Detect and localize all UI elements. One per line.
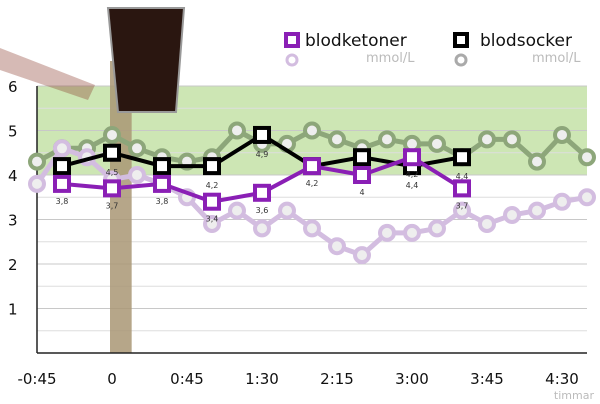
series-point-square	[203, 192, 221, 211]
x-tick-label: 1:30	[245, 370, 279, 388]
data-label: 3,8	[156, 197, 169, 206]
series-point-square	[53, 157, 71, 176]
series-point-circle	[28, 152, 46, 171]
legend-sugar-label: blodsocker	[480, 31, 572, 51]
series-point-circle	[328, 130, 346, 149]
legend-unit-ketone: mmol/L	[366, 51, 415, 66]
series-point-square	[153, 157, 171, 176]
series-point-square	[153, 174, 171, 193]
legend-ketone-label: blodketoner	[305, 31, 407, 51]
series-point-circle	[53, 139, 71, 158]
series-point-circle	[503, 206, 521, 225]
series-point-circle	[228, 121, 246, 140]
legend-faded-sugar-marker	[454, 53, 468, 67]
series-point-square	[403, 148, 421, 167]
x-tick-label: 3:45	[470, 370, 504, 388]
series-point-circle	[278, 201, 296, 220]
data-label: 4,4	[456, 172, 469, 181]
legend-faded-ketone-marker	[285, 53, 299, 67]
y-tick-label: 5	[8, 123, 18, 141]
series-point-circle	[28, 174, 46, 193]
series-point-square	[253, 125, 271, 144]
series-point-circle	[378, 130, 396, 149]
series-point-square	[303, 157, 321, 176]
watermark: timmar	[553, 389, 594, 402]
series-point-circle	[553, 125, 571, 144]
data-label: 4,9	[256, 150, 269, 159]
series-point-circle	[378, 223, 396, 242]
series-point-circle	[303, 121, 321, 140]
series-point-circle	[203, 214, 221, 233]
series-point-circle	[528, 201, 546, 220]
series-point-square	[103, 143, 121, 162]
series-point-circle	[578, 188, 596, 207]
x-tick-label: 0:45	[170, 370, 204, 388]
series-point-circle	[253, 219, 271, 238]
data-label: 3,7	[456, 201, 469, 210]
legend-ketone-marker	[284, 32, 300, 48]
data-label: 4,4	[406, 181, 419, 190]
x-tick-label: -0:45	[17, 370, 56, 388]
series-point-circle	[328, 237, 346, 256]
series-point-square	[353, 166, 371, 184]
x-tick-label: 4:30	[545, 370, 579, 388]
series-point-circle	[478, 130, 496, 149]
series-point-square	[353, 148, 371, 167]
series-point-square	[203, 157, 221, 176]
series-point-circle	[353, 246, 371, 265]
series-point-square	[453, 179, 471, 198]
data-label: 3,4	[206, 215, 219, 224]
series-point-square	[103, 179, 121, 198]
series-point-circle	[503, 130, 521, 149]
series-point-circle	[228, 201, 246, 220]
series-point-circle	[478, 214, 496, 233]
series-point-circle	[403, 223, 421, 242]
series-point-circle	[428, 134, 446, 153]
data-label: 4,2	[406, 170, 419, 179]
series-point-circle	[128, 166, 146, 184]
series-point-circle	[128, 139, 146, 158]
series-point-square	[453, 148, 471, 167]
data-label: 4,2	[206, 181, 219, 190]
series-point-circle	[528, 152, 546, 171]
legend-sugar-marker	[453, 32, 469, 48]
data-label: 4	[359, 188, 364, 197]
x-tick-label: 3:00	[395, 370, 429, 388]
series-point-circle	[428, 219, 446, 238]
y-tick-label: 2	[8, 256, 18, 274]
bottle-icon	[0, 48, 95, 100]
series-point-circle	[553, 192, 571, 211]
legend-unit-sugar: mmol/L	[532, 51, 581, 66]
y-tick-label: 4	[8, 167, 18, 185]
series-point-square	[253, 183, 271, 202]
y-tick-label: 1	[8, 301, 18, 319]
series-point-circle	[103, 125, 121, 144]
series-point-square	[53, 174, 71, 193]
data-label: 4,2	[306, 179, 319, 188]
x-tick-label: 2:15	[320, 370, 354, 388]
data-label: 3,8	[56, 197, 69, 206]
data-label: 3,7	[106, 201, 119, 210]
series-point-circle	[453, 201, 471, 220]
series-point-circle	[303, 219, 321, 238]
data-label: 4,5	[106, 168, 119, 177]
y-tick-label: 3	[8, 212, 18, 230]
series-point-circle	[578, 148, 596, 167]
x-tick-label: 0	[107, 370, 117, 388]
y-tick-label: 6	[8, 78, 18, 96]
data-label: 3,6	[256, 206, 269, 215]
glass-icon	[106, 7, 186, 113]
